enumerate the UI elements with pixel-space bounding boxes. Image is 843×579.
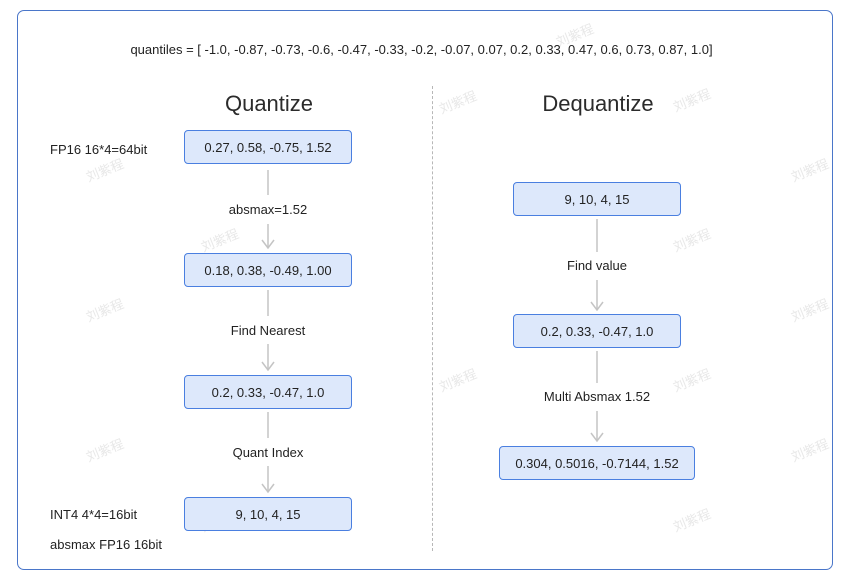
step-absmax-label: absmax=1.52 bbox=[228, 202, 308, 217]
nearest-quantile-box: 0.2, 0.33, -0.47, 1.0 bbox=[184, 375, 352, 409]
column-divider bbox=[432, 86, 433, 551]
output-size-note: INT4 4*4=16bit bbox=[50, 507, 138, 522]
quantiles-list: quantiles = [ -1.0, -0.87, -0.73, -0.6, … bbox=[130, 42, 713, 57]
normalized-box: 0.18, 0.38, -0.49, 1.00 bbox=[184, 253, 352, 287]
absmax-size-note: absmax FP16 16bit bbox=[50, 537, 163, 552]
diagram-frame bbox=[17, 10, 833, 570]
dequantized-output-box: 0.304, 0.5016, -0.7144, 1.52 bbox=[499, 446, 695, 480]
quantize-title: Quantize bbox=[224, 91, 314, 116]
quantile-value-box: 0.2, 0.33, -0.47, 1.0 bbox=[513, 314, 681, 348]
step-find-value-label: Find value bbox=[567, 258, 627, 273]
dequantize-input-box: 9, 10, 4, 15 bbox=[513, 182, 681, 216]
step-multi-absmax-label: Multi Absmax 1.52 bbox=[543, 389, 651, 404]
dequantize-title: Dequantize bbox=[542, 91, 654, 116]
input-size-note: FP16 16*4=64bit bbox=[50, 142, 148, 157]
quant-index-box: 9, 10, 4, 15 bbox=[184, 497, 352, 531]
quantize-input-box: 0.27, 0.58, -0.75, 1.52 bbox=[184, 130, 352, 164]
step-quant-index-label: Quant Index bbox=[232, 445, 304, 460]
step-find-nearest-label: Find Nearest bbox=[230, 323, 306, 338]
